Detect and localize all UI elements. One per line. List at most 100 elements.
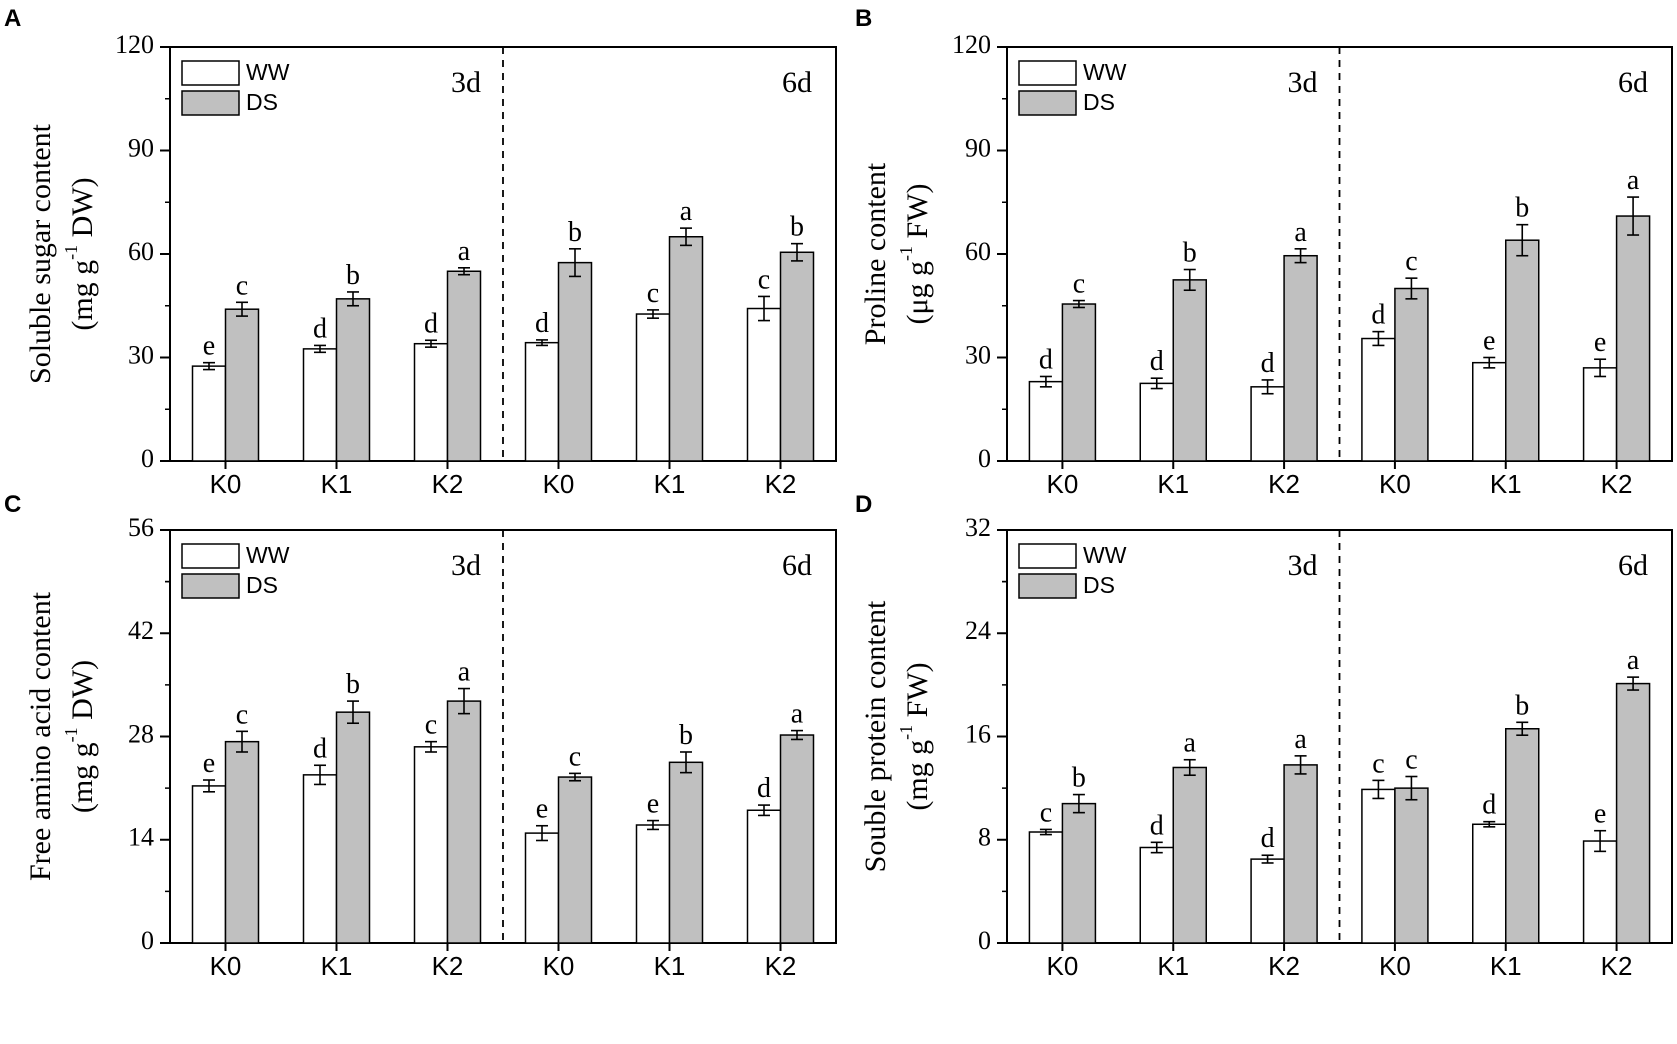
significance-letter: a xyxy=(791,699,804,730)
bar-ds xyxy=(446,700,482,944)
y-axis-title: Free amino acid content xyxy=(24,591,57,881)
y-axis-unit-tail: DW) xyxy=(66,177,99,244)
significance-letter: d xyxy=(1261,823,1275,854)
period-label-3d: 3d xyxy=(1288,66,1318,99)
bar-ww xyxy=(413,342,449,462)
legend-label-ds: DS xyxy=(1083,89,1115,115)
bar-ds xyxy=(1394,787,1429,944)
legend-swatch-ds xyxy=(181,573,240,599)
x-tick-label: K0 xyxy=(1047,951,1079,981)
significance-letter: c xyxy=(236,270,248,301)
y-tick-label: 42 xyxy=(128,616,154,645)
bar-ds xyxy=(1061,303,1097,462)
significance-letter: d xyxy=(424,308,438,339)
x-tick-label: K1 xyxy=(654,951,686,981)
y-tick-label: 0 xyxy=(978,444,991,473)
x-tick-label: K0 xyxy=(210,951,242,981)
significance-letter: a xyxy=(680,196,693,227)
x-tick-label: K0 xyxy=(543,469,575,499)
significance-letter: d xyxy=(313,313,327,344)
bar-ds xyxy=(779,251,815,462)
y-axis-unit: (μg g-1 FW) xyxy=(896,183,934,324)
legend-swatch-ds xyxy=(181,90,240,116)
legend-label-ww: WW xyxy=(246,542,290,568)
x-tick-label: K2 xyxy=(432,951,464,981)
y-tick-label: 0 xyxy=(141,926,154,955)
y-axis-unit: (mg g-1 FW) xyxy=(896,662,934,810)
period-label-3d: 3d xyxy=(451,549,481,582)
bar-ww xyxy=(524,832,560,944)
bar-ww xyxy=(746,307,782,462)
bar-ww xyxy=(302,774,338,944)
y-tick-label: 32 xyxy=(965,513,991,542)
legend-swatch-ds xyxy=(1018,573,1077,599)
significance-letter: c xyxy=(1405,745,1417,776)
significance-letter: e xyxy=(1594,799,1606,830)
significance-letter: b xyxy=(1515,690,1529,721)
bar-ww xyxy=(302,348,338,462)
significance-letter: b xyxy=(568,217,582,248)
x-tick-label: K0 xyxy=(1047,469,1079,499)
bar-ds xyxy=(224,740,260,944)
y-tick-label: 14 xyxy=(128,823,154,852)
x-tick-label: K2 xyxy=(1268,469,1300,499)
significance-letter: b xyxy=(1183,238,1197,269)
bar-ds xyxy=(335,298,371,462)
significance-letter: a xyxy=(458,657,471,688)
bar-ww xyxy=(1028,831,1064,944)
bar-ds xyxy=(668,761,704,944)
significance-letter: a xyxy=(1627,165,1640,196)
significance-letter: b xyxy=(1515,193,1529,224)
legend-label-ds: DS xyxy=(246,572,278,598)
significance-letter: a xyxy=(1294,217,1307,248)
bar-ds xyxy=(779,734,815,944)
period-label-6d: 6d xyxy=(782,66,812,99)
bar-ds xyxy=(224,308,260,462)
x-tick-label: K1 xyxy=(1157,469,1189,499)
bar-ds xyxy=(1283,764,1318,944)
y-tick-label: 0 xyxy=(141,444,154,473)
y-axis-unit-tail: FW) xyxy=(901,183,934,246)
y-axis-unit-text: (mg g xyxy=(66,260,99,331)
significance-letter: e xyxy=(536,794,548,825)
bar-ww xyxy=(1250,386,1285,462)
legend-swatch-ds xyxy=(1018,90,1077,116)
significance-letter: e xyxy=(203,331,215,362)
bar-ww xyxy=(1582,367,1618,462)
y-axis-unit-superscript: -1 xyxy=(896,246,916,261)
legend-swatch-ww xyxy=(181,60,240,86)
period-label-6d: 6d xyxy=(1618,549,1648,582)
bar-ww xyxy=(635,824,671,944)
x-tick-label: K2 xyxy=(1601,469,1633,499)
bar-ds xyxy=(557,261,593,462)
x-tick-label: K0 xyxy=(1379,469,1411,499)
y-axis-title: Souble protein content xyxy=(859,600,892,872)
legend-label-ds: DS xyxy=(246,89,278,115)
legend-label-ww: WW xyxy=(246,59,290,85)
bar-ww xyxy=(1361,788,1396,944)
y-tick-label: 56 xyxy=(128,513,154,542)
significance-letter: d xyxy=(535,308,549,339)
bar-ww xyxy=(1361,337,1396,462)
y-axis-unit-tail: DW) xyxy=(66,660,99,727)
y-tick-label: 120 xyxy=(952,30,991,59)
significance-letter: d xyxy=(1261,348,1275,379)
x-tick-label: K0 xyxy=(1379,951,1411,981)
significance-letter: c xyxy=(1040,797,1052,828)
significance-letter: c xyxy=(569,741,581,772)
panel-label: D xyxy=(855,491,872,518)
x-tick-label: K0 xyxy=(543,951,575,981)
x-tick-label: K2 xyxy=(765,951,797,981)
panel-label: A xyxy=(4,5,21,32)
significance-letter: a xyxy=(458,236,471,267)
x-tick-label: K1 xyxy=(654,469,686,499)
period-label-6d: 6d xyxy=(1618,66,1648,99)
x-tick-label: K2 xyxy=(765,469,797,499)
bar-ds xyxy=(1615,682,1651,944)
y-tick-label: 60 xyxy=(965,237,991,266)
significance-letter: d xyxy=(313,733,327,764)
significance-letter: b xyxy=(790,212,804,243)
bar-ww xyxy=(413,746,449,944)
legend-swatch-ww xyxy=(1018,60,1077,86)
